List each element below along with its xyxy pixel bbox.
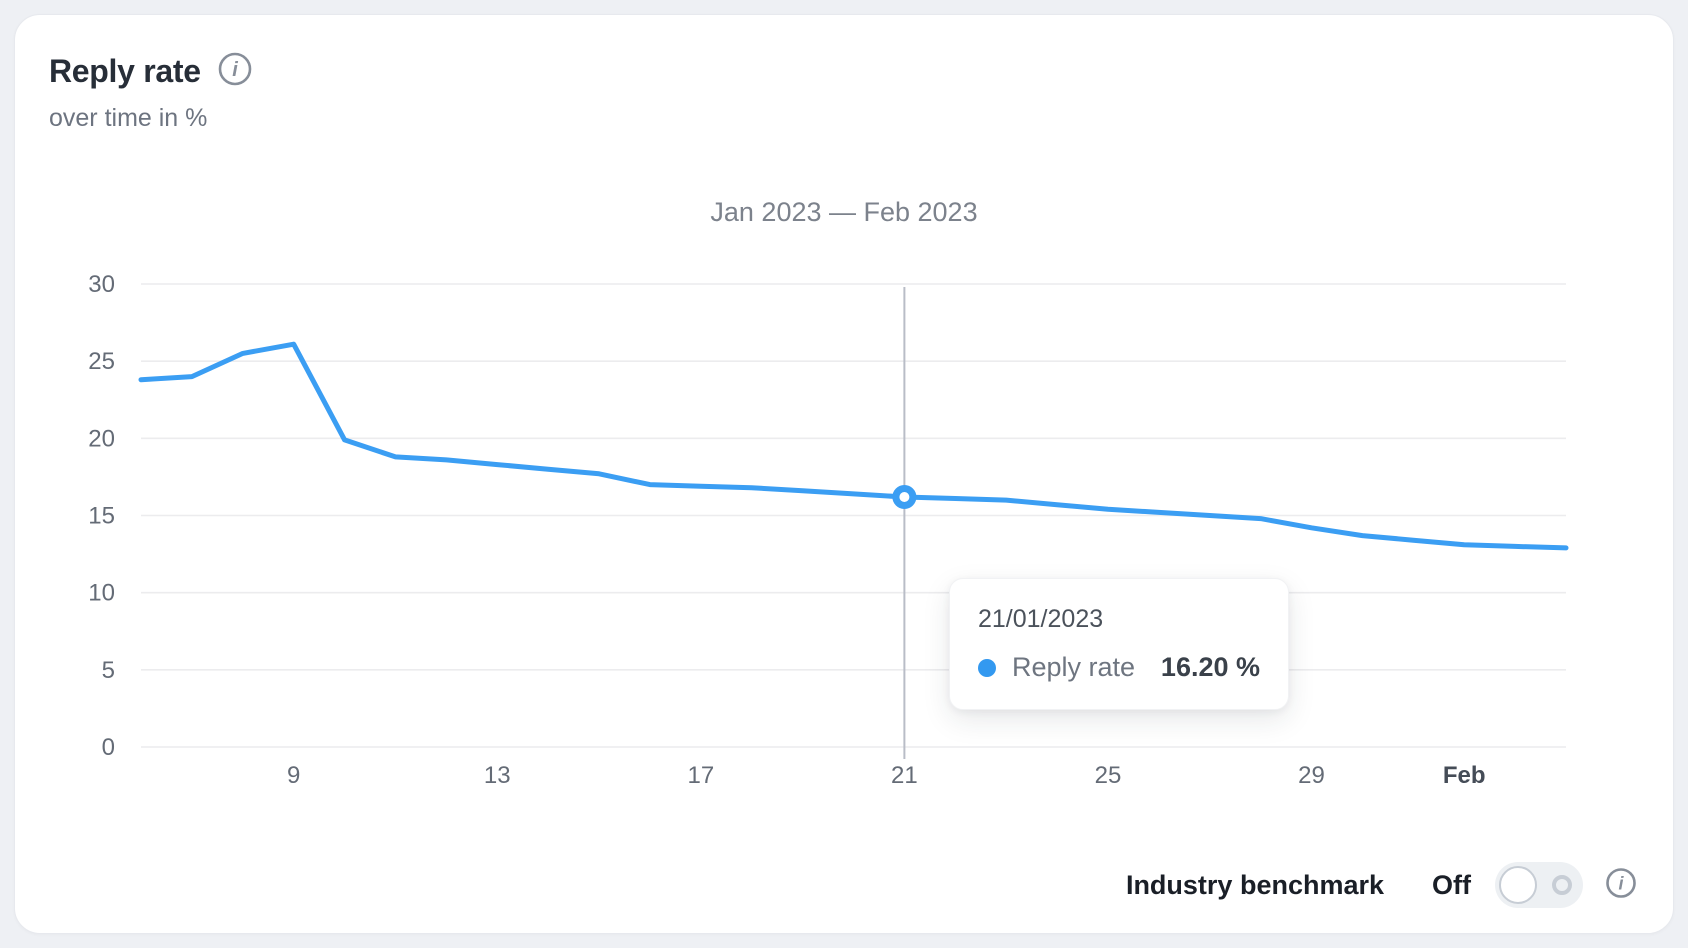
x-axis-tick-label: Feb bbox=[1443, 762, 1486, 789]
benchmark-toggle[interactable] bbox=[1495, 862, 1583, 908]
y-axis-tick-label: 5 bbox=[102, 657, 115, 684]
reply-rate-chart[interactable]: 0 5 10 15 20 25 30 9 13 17 21 25 29 Feb bbox=[15, 15, 1675, 935]
info-icon[interactable]: i bbox=[1605, 867, 1637, 904]
chart-subtitle: over time in % bbox=[49, 104, 208, 132]
toggle-knob-icon bbox=[1499, 866, 1537, 904]
x-axis-tick-label: 9 bbox=[287, 762, 300, 789]
card-header: Reply rate i over time in % bbox=[49, 51, 253, 133]
y-axis-tick-label: 30 bbox=[88, 271, 115, 298]
page-title: Reply rate bbox=[49, 53, 201, 89]
svg-text:i: i bbox=[232, 59, 238, 81]
chart-tooltip: 21/01/2023 Reply rate 16.20 % bbox=[949, 578, 1289, 710]
y-axis-tick-label: 25 bbox=[88, 348, 115, 375]
tooltip-value: 16.20 % bbox=[1160, 652, 1260, 682]
y-axis-tick-label: 20 bbox=[88, 425, 115, 452]
date-range-label: Jan 2023 — Feb 2023 bbox=[710, 197, 978, 227]
svg-text:i: i bbox=[1618, 873, 1624, 893]
x-axis-tick-label: 25 bbox=[1095, 762, 1122, 789]
reply-rate-line bbox=[138, 341, 1569, 551]
industry-benchmark-label: Industry benchmark bbox=[1125, 869, 1385, 900]
tooltip-series-row: Reply rate 16.20 % bbox=[978, 652, 1260, 683]
tooltip-date: 21/01/2023 bbox=[978, 605, 1104, 633]
x-axis-tick-label: 13 bbox=[484, 762, 511, 789]
y-axis-tick-label: 10 bbox=[88, 580, 115, 607]
x-axis-tick-label: 17 bbox=[687, 762, 714, 789]
benchmark-state-label: Off bbox=[1432, 869, 1471, 900]
info-icon[interactable]: i bbox=[217, 51, 253, 92]
x-axis-tick-label: 21 bbox=[891, 762, 918, 789]
tooltip-series-label: Reply rate bbox=[1012, 652, 1136, 682]
toggle-off-ring-icon bbox=[1552, 875, 1572, 895]
reply-rate-card: Reply rate i over time in % Jan 2023 — F… bbox=[14, 14, 1674, 934]
x-axis-tick-label: 29 bbox=[1298, 762, 1325, 789]
y-axis-tick-label: 0 bbox=[102, 734, 115, 761]
series-dot-icon bbox=[978, 658, 996, 677]
highlighted-point[interactable] bbox=[892, 484, 917, 509]
y-axis-tick-label: 15 bbox=[88, 503, 115, 530]
industry-benchmark-controls: Industry benchmark Off i bbox=[1126, 858, 1637, 912]
